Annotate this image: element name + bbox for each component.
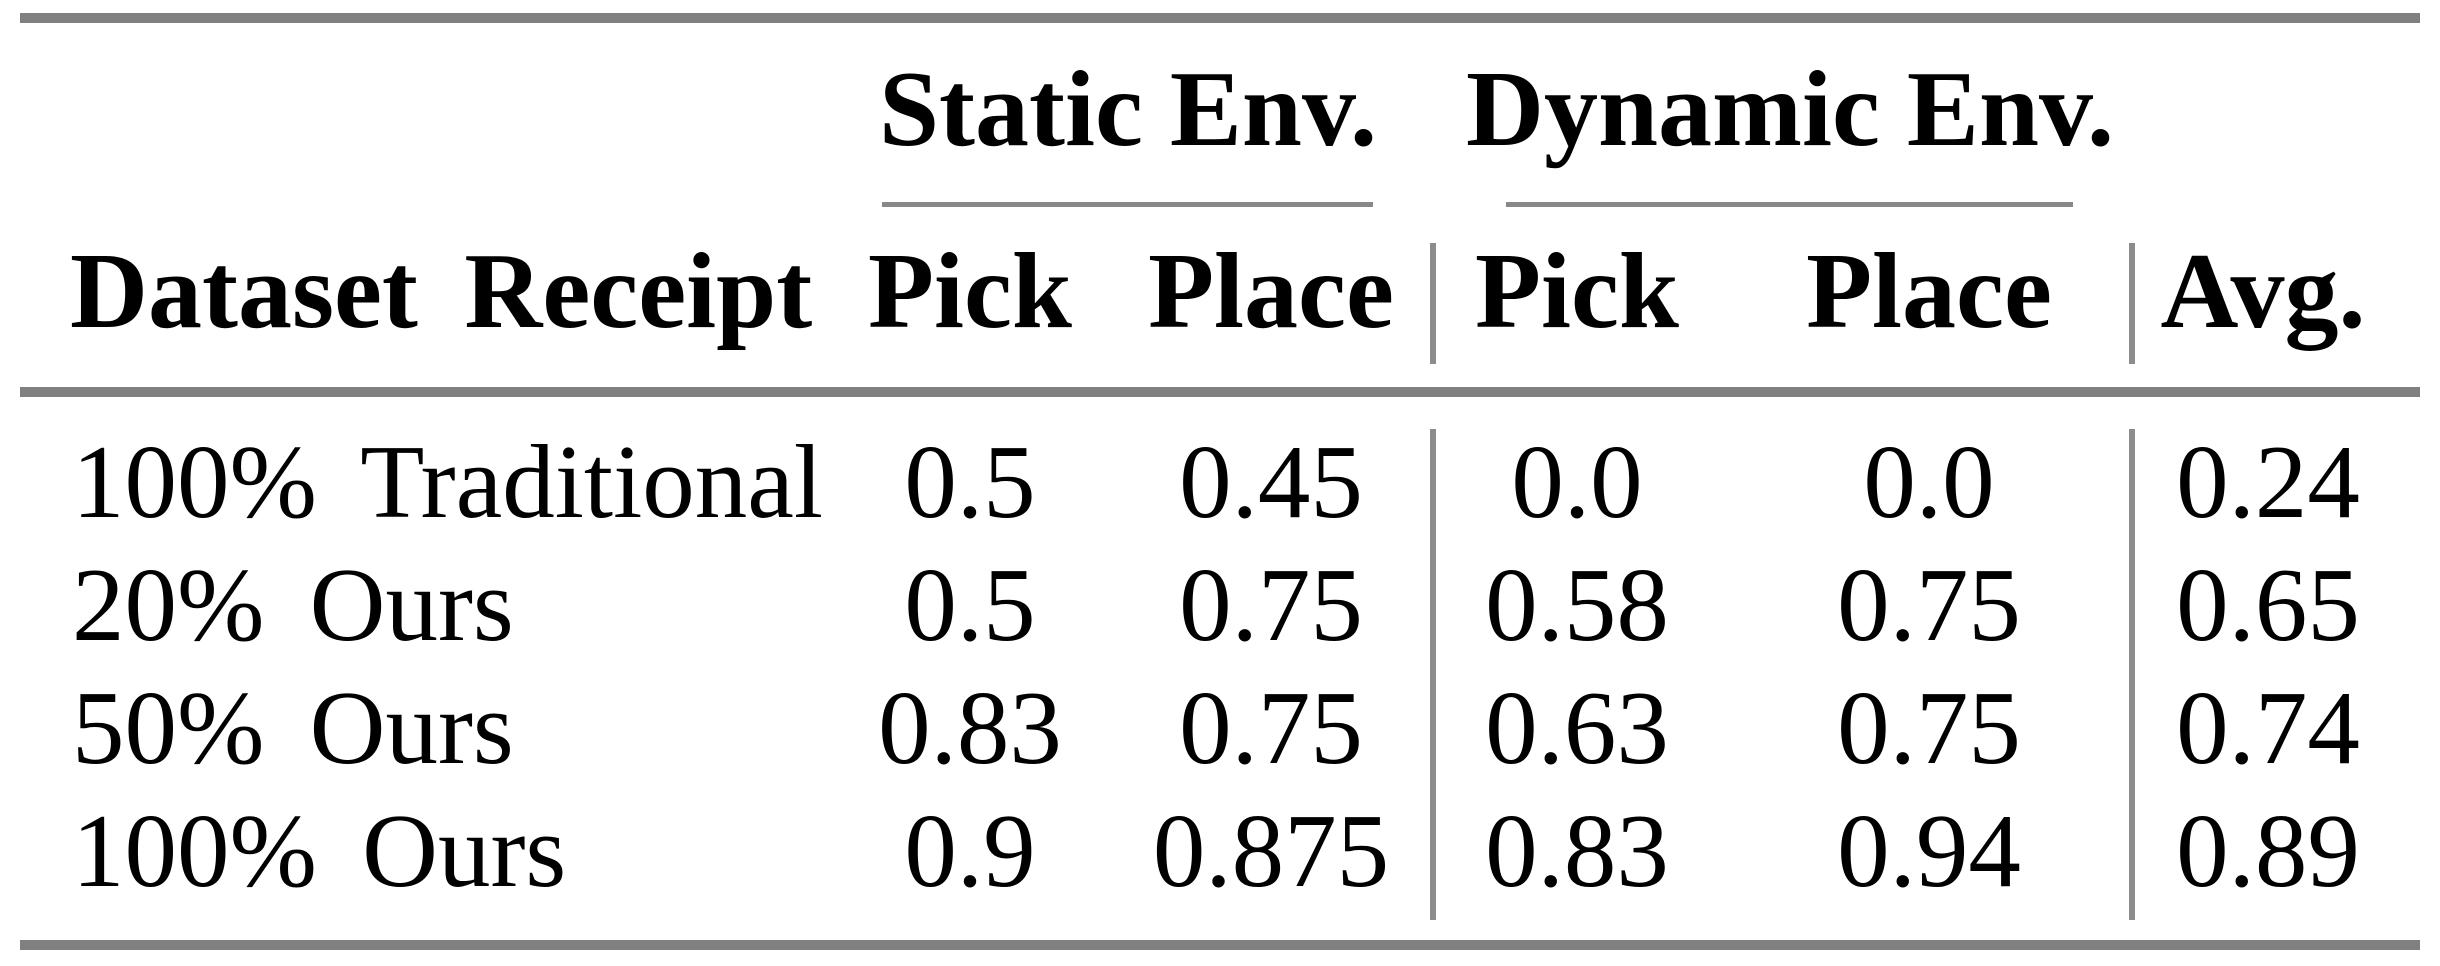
cell-avg: 0.24 — [2176, 423, 2360, 540]
vertical-separator-2-header — [2129, 243, 2135, 364]
row-label: 50% Ours — [72, 669, 514, 786]
dynamic-env-cmidrule — [1506, 202, 2073, 207]
cell-static-place: 0.75 — [1179, 669, 1363, 786]
column-header-dataset-receipt: Dataset Receipt — [70, 232, 813, 351]
static-env-cmidrule — [882, 202, 1373, 207]
column-header-dynamic-place: Place — [1806, 232, 2052, 351]
cell-static-place: 0.45 — [1179, 423, 1363, 540]
cell-static-place: 0.875 — [1152, 792, 1390, 909]
column-header-static-place: Place — [1148, 232, 1394, 351]
column-header-dynamic-pick: Pick — [1475, 232, 1679, 351]
table-top-rule — [20, 13, 2420, 23]
cell-static-place: 0.75 — [1179, 546, 1363, 663]
column-header-static-pick: Pick — [868, 232, 1072, 351]
row-label: 100% Ours — [72, 792, 567, 909]
column-header-avg: Avg. — [2160, 232, 2366, 351]
cell-dynamic-place: 0.75 — [1837, 669, 2021, 786]
column-group-dynamic-env: Dynamic Env. — [1465, 50, 2115, 169]
cell-dynamic-pick: 0.83 — [1485, 792, 1669, 909]
vertical-separator-1-body — [1430, 429, 1436, 920]
cell-dynamic-pick: 0.63 — [1485, 669, 1669, 786]
cell-static-pick: 0.83 — [878, 669, 1062, 786]
cell-dynamic-pick: 0.58 — [1485, 546, 1669, 663]
vertical-separator-2-body — [2129, 429, 2135, 920]
cell-avg: 0.74 — [2176, 669, 2360, 786]
cell-avg: 0.89 — [2176, 792, 2360, 909]
cell-static-pick: 0.9 — [904, 792, 1036, 909]
table-mid-rule — [20, 387, 2420, 397]
cell-avg: 0.65 — [2176, 546, 2360, 663]
cell-dynamic-place: 0.75 — [1837, 546, 2021, 663]
column-group-static-env: Static Env. — [878, 50, 1378, 169]
cell-dynamic-place: 0.94 — [1837, 792, 2021, 909]
cell-static-pick: 0.5 — [904, 423, 1036, 540]
table-bottom-rule — [20, 940, 2420, 950]
row-label: 20% Ours — [72, 546, 514, 663]
vertical-separator-1-header — [1430, 243, 1436, 364]
cell-static-pick: 0.5 — [904, 546, 1036, 663]
cell-dynamic-pick: 0.0 — [1511, 423, 1643, 540]
row-label: 100% Traditional — [72, 423, 824, 540]
cell-dynamic-place: 0.0 — [1863, 423, 1995, 540]
